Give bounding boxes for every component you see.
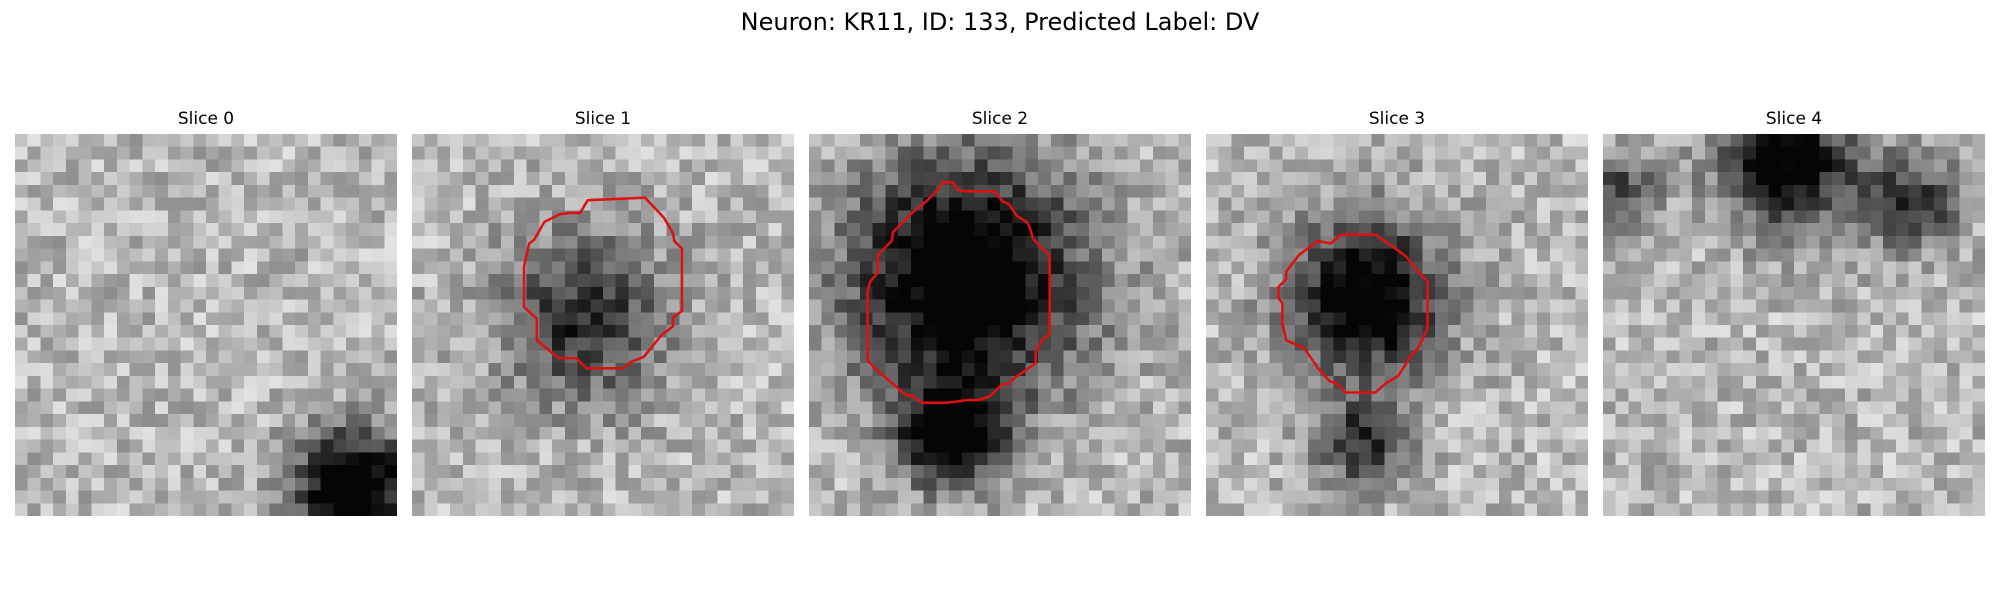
slice-4-title: Slice 4 <box>1765 109 1823 129</box>
figure-title: Neuron: KR11, ID: 133, Predicted Label: … <box>740 8 1260 36</box>
roi-contour <box>1277 233 1429 394</box>
slice-0-title: Slice 0 <box>177 109 235 129</box>
slice-2-title: Slice 2 <box>971 109 1029 129</box>
slice-panel-1: Slice 1 <box>412 108 794 516</box>
pixel-grid <box>1603 134 1985 516</box>
slice-panel-4: Slice 4 <box>1603 108 1985 516</box>
roi-contour <box>522 196 684 370</box>
slice-2-image <box>809 134 1191 516</box>
pixel-grid <box>1206 134 1588 516</box>
slice-1-image <box>412 134 794 516</box>
pixel-grid <box>412 134 794 516</box>
slice-panel-3: Slice 3 <box>1206 108 1588 516</box>
slice-panel-0: Slice 0 <box>15 108 397 516</box>
slice-1-title: Slice 1 <box>574 109 632 129</box>
roi-contour <box>866 181 1051 404</box>
slice-panel-2: Slice 2 <box>809 108 1191 516</box>
pixel-grid <box>809 134 1191 516</box>
pixel-grid <box>15 134 397 516</box>
slice-4-image <box>1603 134 1985 516</box>
slice-0-image <box>15 134 397 516</box>
slice-3-image <box>1206 134 1588 516</box>
slice-3-title: Slice 3 <box>1368 109 1426 129</box>
